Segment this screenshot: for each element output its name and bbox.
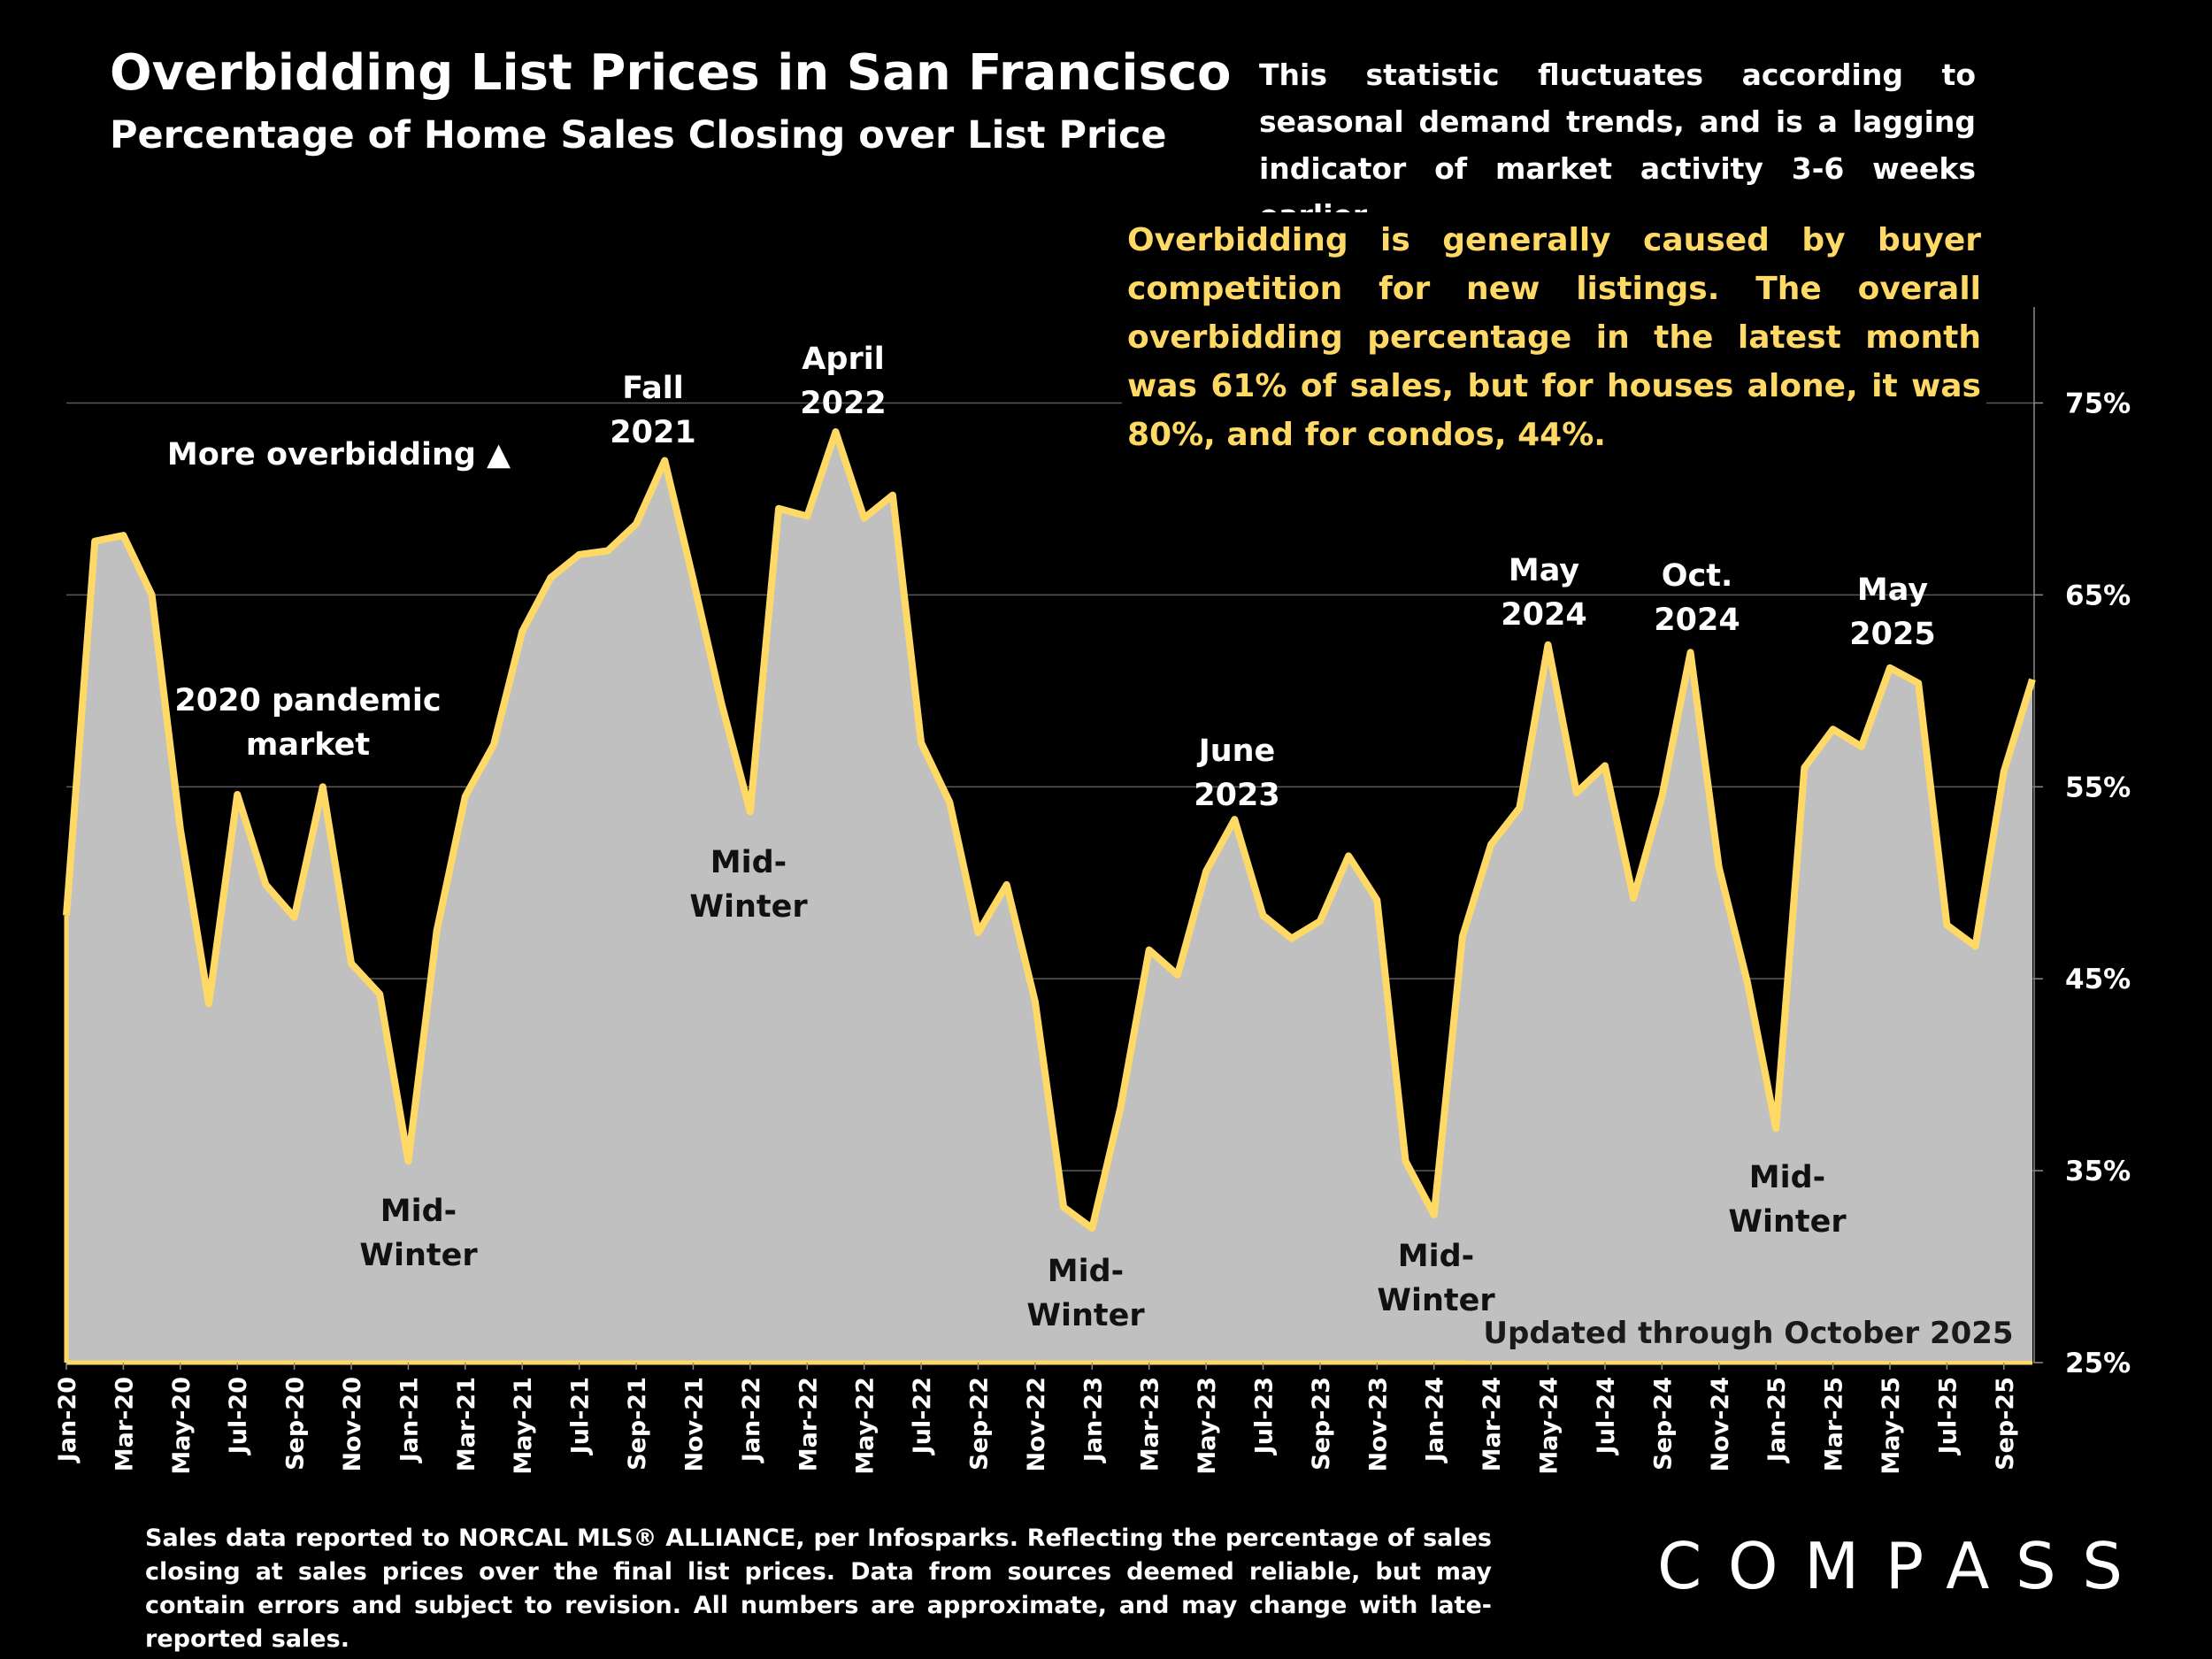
updated-box	[1467, 1304, 2031, 1361]
y-tick-label: 25%	[2065, 1348, 2131, 1379]
annotation: Mid-	[710, 845, 787, 880]
x-tick-label: Mar-20	[111, 1377, 138, 1471]
x-tick-label: Jul-24	[1593, 1377, 1620, 1455]
x-tick-label: May-23	[1194, 1377, 1221, 1475]
x-tick-label: Jan-20	[54, 1377, 81, 1463]
y-tick-label: 75%	[2065, 388, 2131, 419]
annotation: May	[1857, 572, 1928, 608]
x-tick-label: May-22	[852, 1377, 879, 1475]
x-tick-label: Mar-22	[795, 1377, 822, 1471]
y-tick-label: 45%	[2065, 964, 2131, 995]
x-tick-label: Jul-21	[567, 1377, 595, 1455]
area	[66, 431, 2032, 1363]
x-tick-label: Jul-25	[1934, 1377, 1962, 1455]
annotation: Winter	[1026, 1298, 1145, 1333]
chart-subtitle: Percentage of Home Sales Closing over Li…	[110, 113, 1167, 157]
x-tick-label: May-25	[1878, 1377, 1905, 1475]
x-tick-label: May-20	[168, 1377, 196, 1475]
annotation: Winter	[1377, 1283, 1495, 1318]
x-tick-label: Sep-23	[1308, 1377, 1335, 1471]
annotation: 2024	[1654, 603, 1740, 638]
annotation: More overbidding ▲	[167, 437, 511, 472]
annotation: April	[802, 342, 884, 377]
line	[63, 427, 2036, 1233]
logo: COMPASS	[1657, 1529, 2123, 1603]
annotation: 2022	[800, 386, 886, 421]
x-tick-label: Jul-22	[909, 1377, 936, 1455]
y-tick-label: 65%	[2065, 580, 2131, 611]
annotation: 2025	[1849, 617, 1935, 652]
x-tick-label: Jul-23	[1251, 1377, 1279, 1455]
annotation: Mid-	[1398, 1239, 1474, 1274]
x-tick-label: Jan-25	[1763, 1377, 1791, 1463]
annotation: Winter	[1728, 1204, 1847, 1240]
x-tick-label: Nov-22	[1023, 1377, 1050, 1472]
annotation: 2023	[1194, 778, 1279, 813]
x-tick-label: Mar-24	[1479, 1377, 1506, 1471]
footer: Sales data reported to NORCAL MLS® ALLIA…	[145, 1525, 1492, 1653]
y-tick-label: 35%	[2065, 1156, 2131, 1187]
annotation: Mid-	[1048, 1254, 1124, 1289]
annotation: 2021	[610, 415, 695, 450]
x-tick-label: Jan-22	[738, 1377, 765, 1463]
annotation: Oct.	[1662, 558, 1733, 594]
x-tick-label: Jan-21	[396, 1377, 423, 1463]
x-tick-label: Jan-23	[1079, 1377, 1107, 1463]
x-tick-label: Nov-21	[680, 1377, 708, 1472]
x-tick-label: May-21	[510, 1377, 537, 1475]
note: This statistic fluctuates according to s…	[1259, 58, 1976, 233]
updated-label: Updated through October 2025	[1483, 1316, 2013, 1351]
annotation: June	[1197, 733, 1276, 769]
x-tick-label: Jan-24	[1422, 1377, 1449, 1463]
y-tick-label: 55%	[2065, 772, 2131, 803]
chart-title: Overbidding List Prices in San Francisco	[110, 44, 1232, 102]
x-tick-label: Sep-20	[282, 1377, 310, 1471]
annotation: Mid-	[380, 1194, 457, 1229]
x-tick-label: Nov-20	[339, 1377, 366, 1472]
annotation: Mid-	[1749, 1160, 1825, 1195]
x-tick-label: Jul-20	[225, 1377, 252, 1455]
note: Overbidding is generally caused by buyer…	[1122, 212, 1986, 463]
x-tick-label: Sep-24	[1649, 1377, 1677, 1471]
annotation: Winter	[689, 889, 808, 925]
x-tick-label: Mar-23	[1137, 1377, 1164, 1471]
annotation: 2020 pandemic	[174, 683, 441, 718]
x-tick-label: Sep-25	[1992, 1377, 2019, 1471]
x-tick-label: May-24	[1536, 1377, 1563, 1475]
x-tick-label: Nov-24	[1707, 1377, 1734, 1472]
x-tick-label: Sep-22	[965, 1377, 993, 1471]
x-tick-label: Mar-21	[453, 1377, 480, 1471]
annotation: Winter	[359, 1238, 478, 1273]
x-tick-label: Mar-25	[1821, 1377, 1848, 1471]
x-tick-label: Sep-21	[624, 1377, 651, 1471]
annotation: market	[246, 727, 370, 763]
annotation: Fall	[622, 371, 683, 406]
annotation: 2024	[1501, 597, 1586, 633]
annotation: May	[1509, 553, 1579, 588]
x-tick-label: Nov-23	[1364, 1377, 1392, 1472]
